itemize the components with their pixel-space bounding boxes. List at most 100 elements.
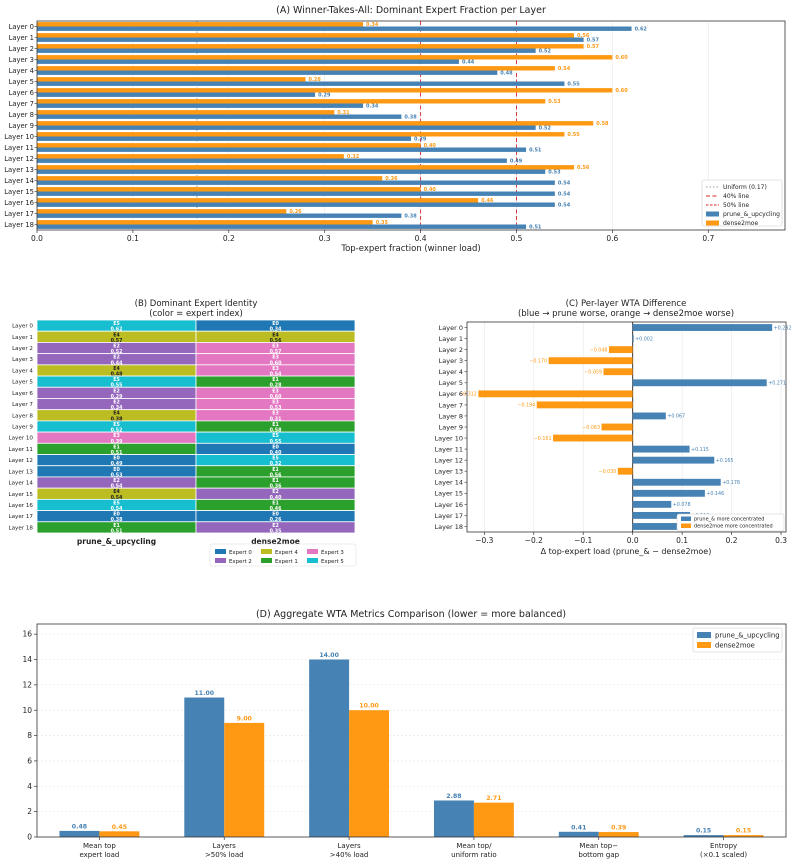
panel-a-bar-prune [37, 202, 555, 207]
panel-a-bar-prune [37, 125, 536, 130]
panel-c-y-tick-label: Layer 4 [439, 368, 463, 376]
panel-a-bar-prune [37, 37, 584, 42]
panel-b-legend-swatch [307, 558, 318, 563]
panel-b-cell-expert-label: E1 [272, 478, 279, 484]
panel-d-bar-prune [59, 830, 100, 837]
panel-a-x-tick-label: 0.6 [606, 234, 618, 243]
panel-c-bar-prune [632, 489, 705, 497]
panel-c-bar-dense2moe [603, 368, 633, 376]
panel-b-y-tick-label: Layer 17 [9, 514, 34, 520]
panel-a-bar-prune [37, 103, 364, 108]
panel-c-bar-dense2moe [548, 357, 633, 365]
panel-b-cell-expert-label: E3 [272, 411, 279, 417]
panel-a-bar-dense2moe [37, 99, 546, 104]
panel-b-cell-expert-label: E1 [272, 467, 279, 473]
panel-c-value-label: −0.059 [584, 370, 602, 376]
panel-a-x-tick-label: 0.1 [127, 234, 139, 243]
panel-b-cell-value-label: 0.48 [111, 371, 123, 377]
panel-d-y-tick-label: 10 [22, 706, 32, 715]
panel-d-bar-dense2moe [349, 710, 390, 837]
panel-a-value-label-dense2moe: 0.34 [366, 22, 379, 28]
panel-a-legend-swatch [706, 220, 719, 226]
panel-d-value-label: 2.88 [446, 793, 461, 800]
panel-b-cell-value-label: 0.54 [111, 484, 123, 490]
panel-b-y-tick-label: Layer 9 [12, 425, 33, 431]
panel-a-value-label-prune: 0.54 [558, 202, 571, 208]
panel-c-bar-dense2moe [536, 401, 633, 409]
panel-c-subtitle: (blue → prune worse, orange → dense2moe … [518, 309, 734, 319]
panel-a-bar-dense2moe [37, 132, 565, 137]
panel-b-cell-value-label: 0.55 [111, 383, 123, 389]
panel-b-legend-swatch [215, 558, 226, 563]
panel-a-bar-dense2moe [37, 22, 364, 27]
panel-a-value-label-prune: 0.55 [567, 81, 580, 87]
panel-a-value-label-dense2moe: 0.56 [577, 33, 590, 39]
panel-a-value-label-prune: 0.52 [539, 125, 552, 131]
panel-c-legend-swatch [681, 523, 691, 528]
panel-b-y-tick-label: Layer 13 [9, 469, 34, 475]
panel-c-y-tick-label: Layer 8 [439, 412, 463, 420]
panel-a-bar-dense2moe [37, 77, 306, 82]
panel-a-bar-dense2moe [37, 66, 555, 71]
panel-b-cell-value-label: 0.32 [270, 461, 282, 467]
panel-a-y-tick-label: Layer 14 [4, 177, 34, 185]
panel-b-cell-expert-label: E3 [272, 388, 279, 394]
panel-a-y-tick-label: Layer 16 [4, 199, 34, 207]
panel-b-cell-expert-label: E1 [272, 422, 279, 428]
panel-d-value-label: 0.41 [571, 824, 586, 831]
panel-a-bar-dense2moe [37, 220, 373, 225]
panel-c-value-label: +0.067 [667, 414, 685, 420]
panel-a-bar-prune [37, 92, 316, 97]
panel-a-bar-prune [37, 48, 536, 53]
panel-d-y-tick-label: 2 [27, 807, 32, 816]
panel-c-value-label: −0.048 [590, 347, 608, 353]
panel-b-cell-value-label: 0.40 [270, 450, 282, 456]
panel-a-bar-dense2moe [37, 176, 383, 181]
panel-c-bar-prune [632, 456, 715, 464]
panel-a-legend-label: dense2moe [723, 220, 758, 227]
panel-b-y-tick-label: Layer 8 [12, 413, 33, 419]
panel-c-x-tick-labels: −0.3 −0.2 −0.1 0.0 0.1 0.2 0.3 [475, 536, 787, 545]
panel-a-value-label-prune: 0.52 [539, 48, 552, 54]
panel-d-x-tick-label: Mean top [83, 842, 116, 850]
panel-d-y-tick-label: 8 [27, 731, 32, 740]
panel-d-legend: prune_&_upcycling dense2moe [692, 627, 783, 653]
panel-d-value-labels: 0.48 0.45 11.00 9.00 14.00 10.00 2.88 2.71 0.41 0… [72, 652, 751, 835]
panel-a-y-tick-label: Layer 13 [4, 166, 34, 174]
panel-b-title: (B) Dominant Expert Identity [135, 299, 258, 309]
panel-c-y-tick-label: Layer 16 [435, 501, 463, 509]
panel-b-cell-value-label: 0.31 [270, 416, 282, 422]
panel-b-cell-expert-label: E0 [113, 456, 120, 462]
panel-a-value-label-prune: 0.57 [587, 37, 600, 43]
panel-b-cell-expert-label: E0 [272, 321, 279, 327]
panel-b-legend-label: Expert 3 [321, 550, 344, 556]
panel-d-y-tick-label: 4 [27, 782, 32, 791]
panel-b-cell-value-label: 0.44 [111, 360, 123, 366]
panel-b-cell-value-label: 0.52 [111, 349, 123, 355]
panel-d-value-label: 2.71 [486, 795, 501, 802]
panel-c-legend-swatch [681, 516, 691, 521]
panel-d-value-label: 0.45 [112, 824, 127, 831]
panel-a-value-label-dense2moe: 0.54 [558, 66, 571, 72]
panel-b-cell-expert-label: E1 [113, 444, 120, 450]
panel-c-y-tick-label: Layer 14 [435, 479, 463, 487]
panel-c-legend-box [676, 513, 785, 532]
panel-c-y-tick-label: Layer 11 [435, 446, 463, 454]
panel-a-value-label-dense2moe: 0.53 [548, 99, 561, 105]
panel-b-cell-value-label: 0.52 [111, 428, 123, 434]
panel-b-subtitle: (color = expert index) [149, 309, 243, 319]
panel-b-cell-value-label: 0.55 [270, 439, 282, 445]
panel-a-bar-dense2moe [37, 209, 287, 214]
panel-d-bar-dense2moe [723, 835, 764, 837]
panel-b-cell-value-label: 0.53 [111, 472, 123, 478]
panel-b-cell-expert-label: E0 [113, 512, 120, 518]
panel-a-value-label-prune: 0.44 [462, 59, 475, 65]
panel-a-bar-prune [37, 169, 546, 174]
panel-c-x-tick-label: −0.2 [525, 536, 543, 545]
panel-d-value-label: 0.48 [72, 823, 87, 830]
panel-c-y-tick-label: Layer 10 [435, 434, 463, 442]
panel-a-legend-label: 40% line [723, 193, 749, 200]
panel-a-value-label-dense2moe: 0.40 [424, 187, 437, 193]
panel-c-value-label: +0.115 [691, 447, 709, 453]
panel-b-cell-expert-label: E0 [272, 512, 279, 518]
